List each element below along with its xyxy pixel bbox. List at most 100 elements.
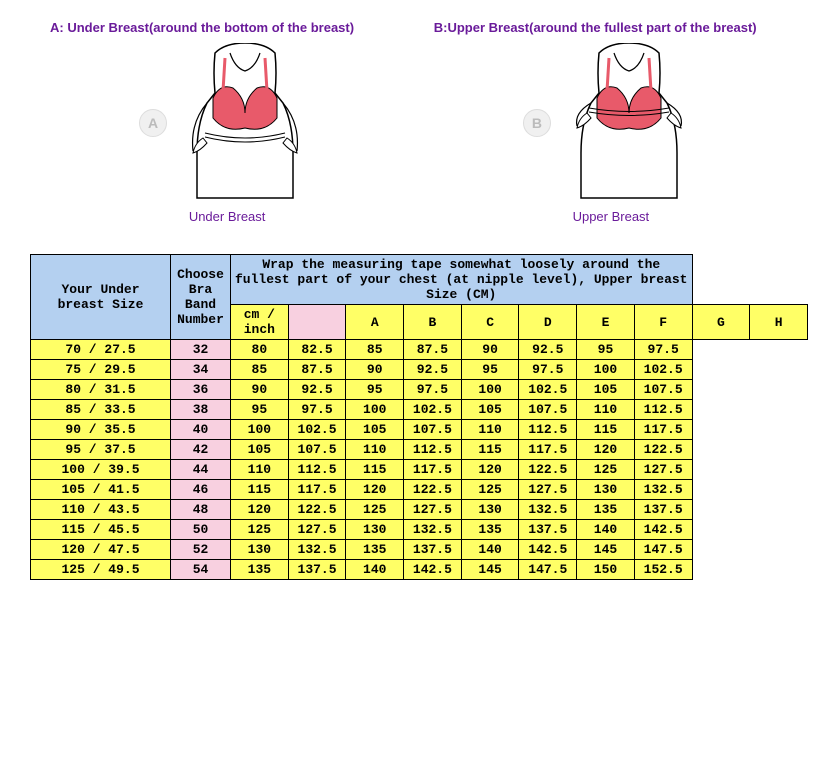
cup-size-cell: 152.5 [634, 560, 692, 580]
cup-size-cell: 125 [577, 460, 635, 480]
cup-size-cell: 95 [461, 360, 519, 380]
cup-size-cell: 102.5 [519, 380, 577, 400]
cup-size-cell: 150 [577, 560, 635, 580]
cup-size-cell: 130 [346, 520, 404, 540]
band-number-cell: 50 [171, 520, 231, 540]
cup-size-cell: 85 [346, 340, 404, 360]
cup-size-cell: 147.5 [634, 540, 692, 560]
cup-size-cell: 145 [577, 540, 635, 560]
cup-size-cell: 135 [346, 540, 404, 560]
cup-size-cell: 120 [231, 500, 289, 520]
cup-size-cell: 120 [461, 460, 519, 480]
cup-size-cell: 90 [461, 340, 519, 360]
under-size-cell: 90 / 35.5 [31, 420, 171, 440]
cup-size-cell: 95 [346, 380, 404, 400]
band-number-cell: 32 [171, 340, 231, 360]
cup-size-cell: 97.5 [519, 360, 577, 380]
cup-size-cell: 125 [461, 480, 519, 500]
cup-size-cell: 137.5 [519, 520, 577, 540]
band-number-cell: 52 [171, 540, 231, 560]
band-number-cell: 46 [171, 480, 231, 500]
cup-size-cell: 92.5 [519, 340, 577, 360]
table-row: 70 / 27.5328082.58587.59092.59597.5 [31, 340, 808, 360]
cup-letter-F: F [634, 305, 692, 340]
header-under-breast: Your Under breast Size [31, 255, 171, 340]
cup-letter-G: G [692, 305, 750, 340]
cup-size-cell: 137.5 [404, 540, 462, 560]
cup-size-cell: 117.5 [404, 460, 462, 480]
cup-size-cell: 110 [577, 400, 635, 420]
cup-size-cell: 132.5 [634, 480, 692, 500]
cup-size-cell: 117.5 [288, 480, 346, 500]
header-upper-breast: Wrap the measuring tape somewhat loosely… [231, 255, 693, 305]
band-number-cell: 40 [171, 420, 231, 440]
under-breast-illustration [175, 43, 315, 203]
under-size-cell: 85 / 33.5 [31, 400, 171, 420]
under-size-cell: 115 / 45.5 [31, 520, 171, 540]
band-number-cell: 34 [171, 360, 231, 380]
table-row: 85 / 33.5389597.5100102.5105107.5110112.… [31, 400, 808, 420]
under-size-cell: 80 / 31.5 [31, 380, 171, 400]
band-number-cell: 42 [171, 440, 231, 460]
cup-size-cell: 90 [346, 360, 404, 380]
cup-size-cell: 115 [231, 480, 289, 500]
cup-size-cell: 105 [231, 440, 289, 460]
cup-size-cell: 95 [231, 400, 289, 420]
cup-size-cell: 142.5 [634, 520, 692, 540]
cup-size-cell: 110 [231, 460, 289, 480]
cup-size-cell: 97.5 [404, 380, 462, 400]
cup-size-cell: 135 [231, 560, 289, 580]
cup-size-cell: 102.5 [288, 420, 346, 440]
cup-size-cell: 132.5 [519, 500, 577, 520]
badge-b: B [523, 109, 551, 137]
cup-size-cell: 92.5 [288, 380, 346, 400]
cup-size-cell: 127.5 [634, 460, 692, 480]
under-size-cell: 75 / 29.5 [31, 360, 171, 380]
cup-size-cell: 135 [577, 500, 635, 520]
cup-size-cell: 102.5 [634, 360, 692, 380]
cup-size-cell: 97.5 [288, 400, 346, 420]
under-size-cell: 100 / 39.5 [31, 460, 171, 480]
cup-size-cell: 107.5 [404, 420, 462, 440]
band-number-cell: 48 [171, 500, 231, 520]
cup-size-cell: 140 [577, 520, 635, 540]
cup-size-cell: 140 [346, 560, 404, 580]
cup-size-cell: 85 [231, 360, 289, 380]
cup-size-cell: 132.5 [404, 520, 462, 540]
table-row: 115 / 45.550125127.5130132.5135137.51401… [31, 520, 808, 540]
cup-size-cell: 82.5 [288, 340, 346, 360]
cup-size-cell: 90 [231, 380, 289, 400]
cup-size-cell: 115 [461, 440, 519, 460]
cup-size-cell: 137.5 [634, 500, 692, 520]
table-row: 105 / 41.546115117.5120122.5125127.51301… [31, 480, 808, 500]
guide-a-title: A: Under Breast(around the bottom of the… [50, 20, 354, 35]
cup-size-cell: 100 [231, 420, 289, 440]
size-chart-table: Your Under breast Size Choose Bra Band N… [30, 254, 808, 580]
table-row: 80 / 31.5369092.59597.5100102.5105107.5 [31, 380, 808, 400]
unit-label-cell: cm / inch [231, 305, 289, 340]
guide-b-caption: Upper Breast [573, 209, 650, 224]
cup-size-cell: 127.5 [288, 520, 346, 540]
cup-size-cell: 105 [346, 420, 404, 440]
cup-size-cell: 122.5 [404, 480, 462, 500]
cup-size-cell: 130 [461, 500, 519, 520]
cup-size-cell: 117.5 [634, 420, 692, 440]
cup-size-cell: 132.5 [288, 540, 346, 560]
cup-size-cell: 80 [231, 340, 289, 360]
cup-size-cell: 145 [461, 560, 519, 580]
table-body: 70 / 27.5328082.58587.59092.59597.575 / … [31, 340, 808, 580]
table-row: 120 / 47.552130132.5135137.5140142.51451… [31, 540, 808, 560]
cup-size-cell: 125 [346, 500, 404, 520]
under-size-cell: 70 / 27.5 [31, 340, 171, 360]
cup-size-cell: 147.5 [519, 560, 577, 580]
cup-size-cell: 142.5 [404, 560, 462, 580]
guide-b-row: B [523, 43, 699, 203]
cup-size-cell: 112.5 [288, 460, 346, 480]
cup-letter-E: E [577, 305, 635, 340]
under-size-cell: 110 / 43.5 [31, 500, 171, 520]
cup-size-cell: 105 [461, 400, 519, 420]
cup-size-cell: 120 [346, 480, 404, 500]
band-empty-cell [288, 305, 346, 340]
cup-size-cell: 117.5 [519, 440, 577, 460]
band-number-cell: 44 [171, 460, 231, 480]
